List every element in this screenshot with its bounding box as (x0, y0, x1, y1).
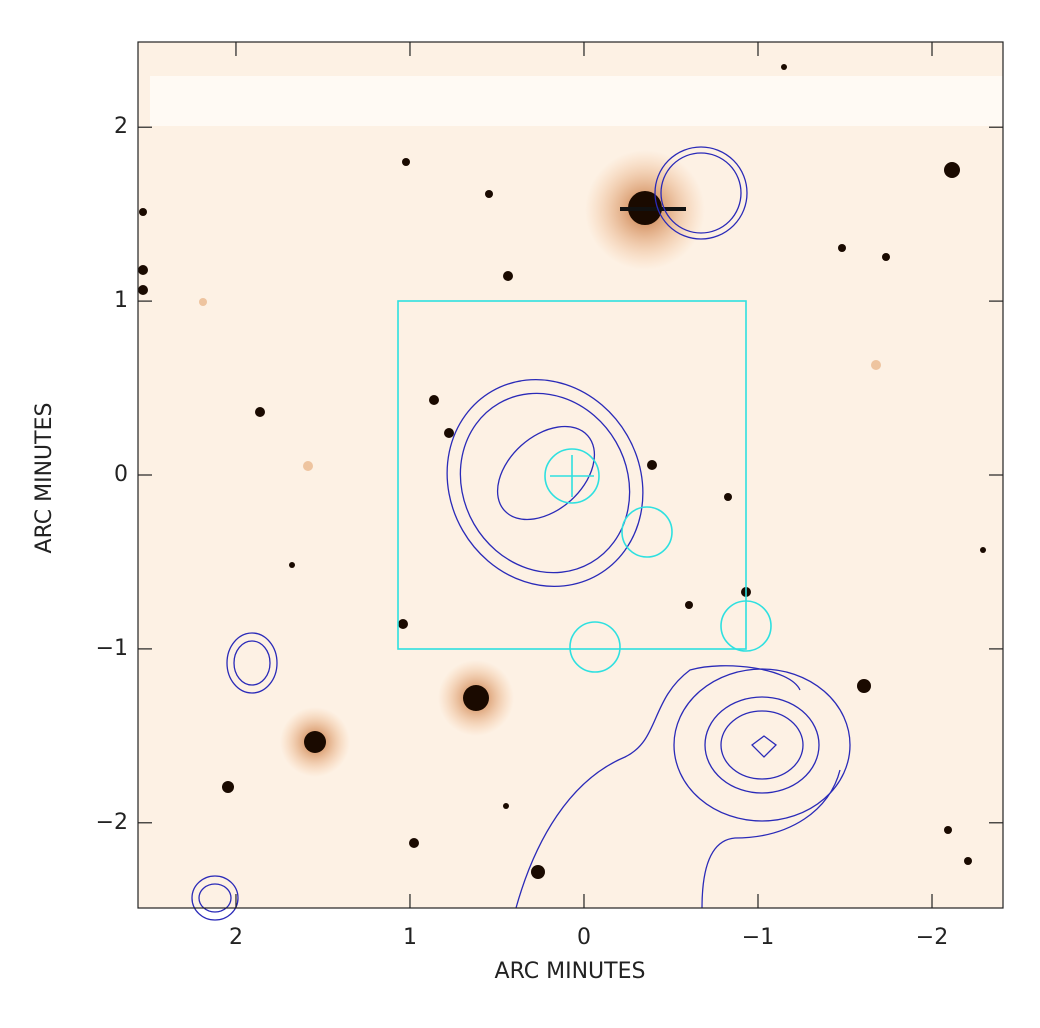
y-tick-label: 1 (114, 288, 128, 313)
x-tick-label: 2 (229, 925, 243, 950)
x-axis-label: ARC MINUTES (495, 959, 646, 984)
y-tick-label: −2 (96, 810, 128, 835)
image-background (138, 42, 1003, 908)
y-tick-label: −1 (96, 636, 128, 661)
image-band (150, 76, 1003, 126)
x-tick-label: −2 (916, 925, 948, 950)
y-tick-label: 2 (114, 114, 128, 139)
y-axis-label: ARC MINUTES (32, 403, 57, 554)
annotations (397, 300, 772, 673)
y-tick-label: 0 (114, 462, 128, 487)
x-tick-label: −1 (742, 925, 774, 950)
x-tick-label: 0 (577, 925, 591, 950)
x-tick-label: 1 (403, 925, 417, 950)
contours (191, 146, 851, 921)
